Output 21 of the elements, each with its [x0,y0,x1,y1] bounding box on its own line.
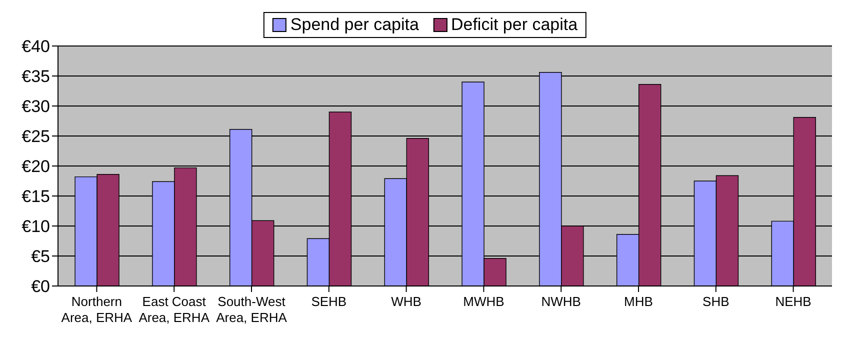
y-tick-label: €0 [31,277,50,296]
x-tick-label: SEHB [311,294,347,309]
y-tick-label: €15 [22,187,50,206]
x-tick-label: NWHB [541,294,581,309]
y-tick-label: €40 [22,37,50,56]
legend-label: Deficit per capita [450,15,578,35]
y-tick-label: €25 [22,127,50,146]
y-tick-label: €20 [22,157,50,176]
legend-label: Spend per capita [289,15,419,35]
x-tick-label: MHB [624,294,653,309]
y-tick-label: €30 [22,97,50,116]
x-tick-label: NEHB [775,294,812,309]
y-tick-label: €10 [22,217,50,236]
x-tick-label: South-West Area, ERHA [216,294,288,325]
x-tick-label: MWHB [463,294,504,309]
y-tick-label: €5 [31,247,50,266]
x-tick-label: East Coast Area, ERHA [138,294,210,325]
x-tick-label: WHB [391,294,422,309]
x-tick-label: SHB [702,294,730,309]
y-tick-label: €35 [22,67,50,86]
x-tick-label: Northern Area, ERHA [61,294,132,325]
